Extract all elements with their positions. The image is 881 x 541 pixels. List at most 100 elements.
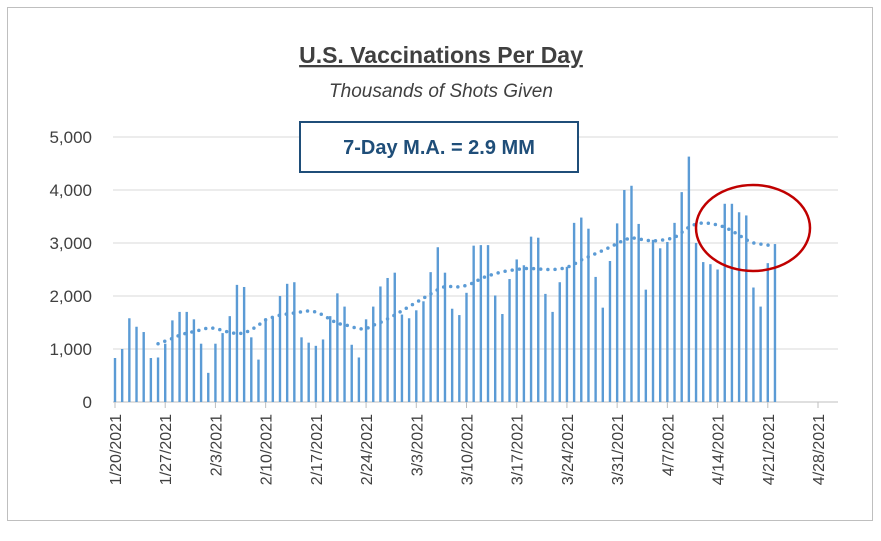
bar [529, 236, 533, 402]
bar [558, 282, 561, 402]
bar [300, 337, 303, 402]
bar [730, 203, 734, 402]
bar [493, 295, 497, 402]
bar [723, 203, 726, 402]
bar [386, 277, 389, 402]
chart-border [7, 7, 873, 521]
bar [580, 217, 583, 402]
bar [472, 245, 475, 402]
bar [465, 292, 468, 402]
x-tick-label: 3/3/2021 [409, 414, 426, 476]
y-tick-label: 4,000 [49, 181, 92, 200]
bar [773, 244, 777, 402]
bar [221, 333, 224, 402]
bar [329, 316, 332, 402]
bar [766, 263, 769, 402]
bar [393, 272, 396, 402]
x-tick-label: 2/17/2021 [309, 414, 326, 485]
x-tick-label: 3/10/2021 [460, 414, 477, 485]
bar [271, 317, 275, 402]
bar [357, 357, 361, 402]
bar [242, 286, 246, 402]
bar [594, 276, 597, 402]
bar [709, 264, 712, 402]
bar [156, 357, 160, 402]
chart-subtitle: Thousands of Shots Given [329, 81, 553, 102]
bar [443, 272, 447, 402]
annotation: 7-Day M.A. = 2.9 MM [343, 137, 535, 159]
bar [278, 296, 282, 402]
bar [336, 293, 339, 402]
bar [128, 318, 131, 402]
bar [135, 326, 138, 402]
bar [178, 311, 181, 402]
bar [285, 283, 289, 402]
y-tick-label: 5,000 [49, 128, 92, 147]
bar [235, 284, 239, 402]
bar [615, 223, 619, 402]
bar [450, 308, 454, 402]
bar [343, 306, 346, 402]
x-tick-label: 3/17/2021 [510, 414, 527, 485]
bar [171, 320, 174, 402]
bar [673, 222, 676, 402]
bar [694, 243, 698, 402]
bar [508, 279, 511, 402]
x-tick-label: 1/20/2021 [108, 414, 125, 485]
x-tick-label: 2/10/2021 [259, 414, 276, 485]
bar [537, 237, 540, 402]
bar [479, 245, 483, 402]
bar [623, 190, 626, 402]
bar [250, 337, 253, 402]
bar [429, 272, 432, 402]
bar [687, 156, 691, 402]
bar [257, 359, 260, 402]
moving-average-line [156, 221, 777, 346]
x-tick-label: 3/24/2021 [560, 414, 577, 485]
bar [515, 259, 518, 402]
x-tick-label: 4/21/2021 [761, 414, 778, 485]
bar [192, 319, 196, 402]
bar [501, 314, 504, 402]
bar [551, 311, 554, 402]
bar [680, 192, 683, 402]
x-tick-label: 4/7/2021 [660, 414, 677, 476]
bar [666, 241, 669, 402]
bar [752, 287, 755, 402]
bar [113, 358, 117, 402]
chart-title: U.S. Vaccinations Per Day [299, 42, 583, 68]
bar [364, 319, 368, 402]
bar [658, 248, 662, 402]
bar [759, 306, 762, 402]
bar [458, 315, 461, 402]
bar [716, 269, 719, 402]
bar [737, 212, 741, 402]
bar [608, 261, 612, 402]
x-tick-label: 3/31/2021 [610, 414, 627, 485]
bar [214, 343, 217, 402]
x-tick-label: 4/14/2021 [711, 414, 728, 485]
bar [587, 228, 590, 402]
bar [149, 358, 153, 402]
bar [436, 247, 440, 402]
bar [745, 215, 748, 402]
bar [544, 293, 547, 402]
highlight-ellipse [694, 183, 812, 273]
bar [372, 306, 375, 402]
bar [185, 311, 188, 402]
bar [314, 345, 318, 402]
y-tick-label: 1,000 [49, 340, 92, 359]
x-tick-label: 2/24/2021 [359, 414, 376, 485]
bar [321, 339, 325, 402]
bar [120, 349, 124, 402]
y-tick-label: 0 [83, 393, 92, 412]
bar [407, 318, 411, 402]
bar [142, 332, 145, 402]
bar [422, 301, 425, 402]
bar [400, 314, 404, 402]
y-tick-label: 3,000 [49, 234, 92, 253]
x-tick-label: 4/28/2021 [811, 414, 828, 485]
bar [630, 185, 633, 402]
